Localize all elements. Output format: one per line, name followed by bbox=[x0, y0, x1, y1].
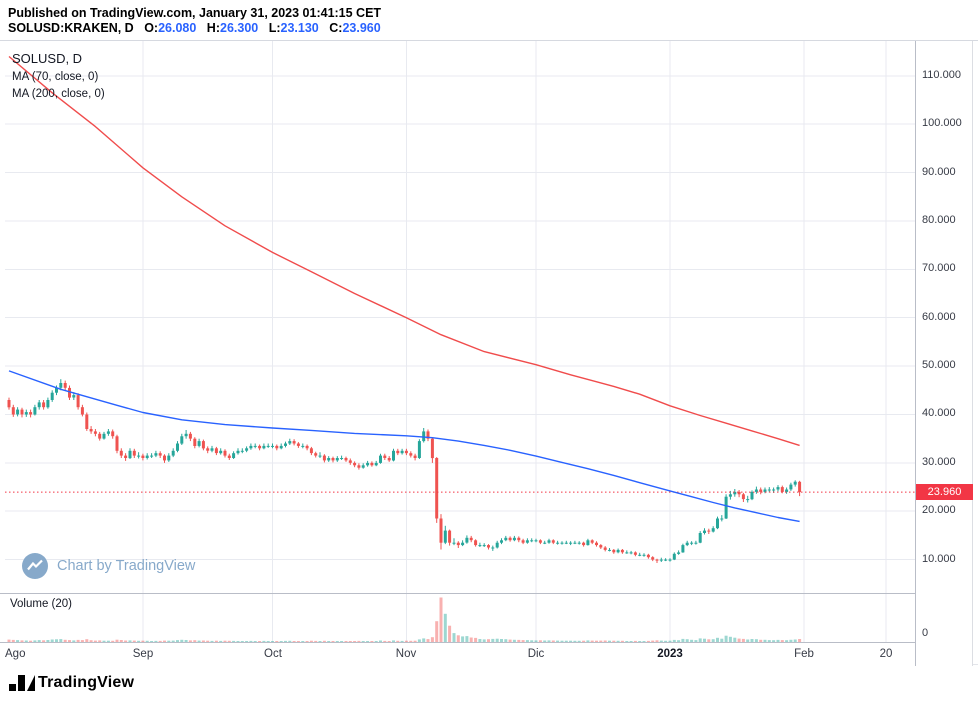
pane-divider[interactable] bbox=[0, 593, 973, 594]
price-tick-label: 60.000 bbox=[922, 311, 956, 323]
ohlc-low-label: L: bbox=[268, 21, 281, 35]
published-line: Published on TradingView.com, January 31… bbox=[8, 6, 382, 20]
time-tick-label: Sep bbox=[132, 648, 154, 660]
ohlc-high-label: H: bbox=[206, 21, 220, 35]
symbol-name: SOLUSD:KRAKEN, D bbox=[8, 21, 134, 35]
tradingview-watermark-icon bbox=[22, 553, 48, 579]
price-tick-label: 70.000 bbox=[922, 262, 956, 274]
price-axis[interactable]: 23.960 0 110.000 100.000 90.000 80.000 70.00… bbox=[915, 41, 973, 666]
ohlc-open: O:26.080 bbox=[144, 21, 196, 35]
time-tick-label: Ago bbox=[5, 648, 26, 660]
ohlc-low-value: 23.130 bbox=[280, 21, 319, 35]
legend-ma-200[interactable]: MA (200, close, 0) bbox=[12, 88, 105, 100]
ohlc-high: H:26.300 bbox=[207, 21, 258, 35]
volume-zero-label: 0 bbox=[922, 627, 929, 639]
price-tick-label: 110.000 bbox=[922, 69, 961, 81]
price-tick-label: 80.000 bbox=[922, 214, 956, 226]
footer: TradingView bbox=[0, 665, 978, 702]
price-tick-label: 30.000 bbox=[922, 456, 956, 468]
last-price-tag: 23.960 bbox=[916, 484, 973, 500]
price-tick-label: 50.000 bbox=[922, 359, 956, 371]
price-tick-label: 100.000 bbox=[922, 117, 962, 129]
volume-legend[interactable]: Volume (20) bbox=[10, 598, 73, 610]
time-tick-label: 2023 bbox=[657, 648, 683, 660]
watermark[interactable]: Chart by TradingView bbox=[22, 553, 195, 579]
candlestick-plot[interactable] bbox=[5, 41, 915, 593]
volume-plot[interactable] bbox=[5, 593, 915, 642]
legend-ma-70[interactable]: MA (70, close, 0) bbox=[12, 71, 99, 83]
time-tick-label: Feb bbox=[794, 648, 814, 660]
ohlc-low: L:23.130 bbox=[269, 21, 319, 35]
tradingview-logo-icon[interactable] bbox=[9, 673, 35, 693]
ohlc-open-value: 26.080 bbox=[158, 21, 197, 35]
price-tick-label: 40.000 bbox=[922, 407, 956, 419]
legend-symbol[interactable]: SOLUSD, D bbox=[12, 51, 83, 66]
ohlc-open-label: O: bbox=[144, 21, 159, 35]
time-tick-label: Nov bbox=[395, 648, 417, 660]
chart-legend: SOLUSD, D MA (70, close, 0) MA (200, clo… bbox=[12, 51, 105, 100]
time-tick-label: 20 bbox=[879, 648, 893, 660]
chart-frame: SOLUSD, D MA (70, close, 0) MA (200, clo… bbox=[0, 40, 978, 666]
price-tick-label: 90.000 bbox=[922, 166, 956, 178]
time-tick-label: Dic bbox=[527, 648, 545, 660]
ohlc-close-value: 23.960 bbox=[342, 21, 381, 35]
time-tick-label: Oct bbox=[264, 648, 282, 660]
watermark-label: Chart by TradingView bbox=[57, 558, 196, 574]
footer-brand[interactable]: TradingView bbox=[38, 674, 135, 691]
price-tick-label: 10.000 bbox=[922, 553, 956, 565]
ohlc-close: C:23.960 bbox=[329, 21, 380, 35]
ohlc-high-value: 26.300 bbox=[220, 21, 259, 35]
ohlc-close-label: C: bbox=[329, 21, 343, 35]
symbol-line: SOLUSD:KRAKEN, D O:26.080 H:26.300 L:23.… bbox=[8, 21, 381, 35]
time-axis[interactable]: Ago Sep Oct Nov Dic 2023 Feb 20 bbox=[0, 642, 973, 666]
price-tick-label: 20.000 bbox=[922, 504, 956, 516]
